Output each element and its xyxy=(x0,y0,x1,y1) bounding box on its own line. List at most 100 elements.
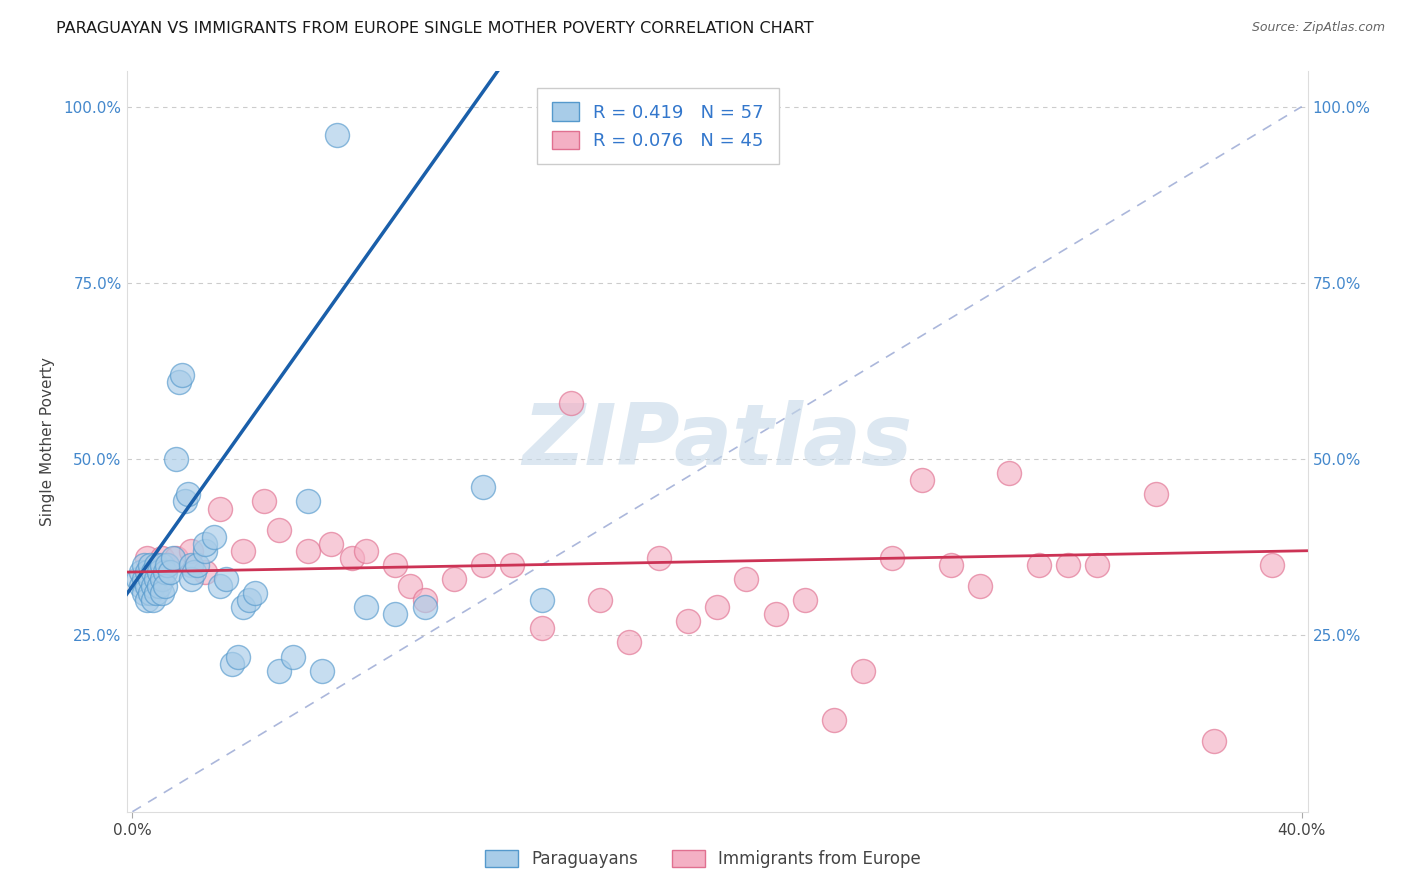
Point xyxy=(823,713,845,727)
Point xyxy=(501,558,523,572)
Point xyxy=(354,600,377,615)
Point xyxy=(793,593,815,607)
Point xyxy=(647,550,669,565)
Point xyxy=(589,593,612,607)
Point xyxy=(413,600,436,615)
Point xyxy=(321,537,343,551)
Text: Source: ZipAtlas.com: Source: ZipAtlas.com xyxy=(1251,21,1385,34)
Point xyxy=(472,558,495,572)
Point xyxy=(939,558,962,572)
Point xyxy=(706,600,728,615)
Point xyxy=(215,572,238,586)
Point xyxy=(183,565,205,579)
Point xyxy=(413,593,436,607)
Point xyxy=(911,473,934,487)
Point xyxy=(1202,734,1225,748)
Point xyxy=(150,550,173,565)
Point xyxy=(156,558,179,572)
Point xyxy=(297,544,319,558)
Point xyxy=(165,452,187,467)
Point xyxy=(209,579,232,593)
Point xyxy=(150,558,173,572)
Point xyxy=(443,572,465,586)
Point xyxy=(159,565,181,579)
Point xyxy=(852,664,875,678)
Point xyxy=(226,649,249,664)
Text: PARAGUAYAN VS IMMIGRANTS FROM EUROPE SINGLE MOTHER POVERTY CORRELATION CHART: PARAGUAYAN VS IMMIGRANTS FROM EUROPE SIN… xyxy=(56,21,814,36)
Point xyxy=(232,600,254,615)
Point xyxy=(142,565,165,579)
Point xyxy=(560,396,582,410)
Point xyxy=(180,558,202,572)
Point xyxy=(136,593,159,607)
Point xyxy=(145,558,167,572)
Point xyxy=(1144,487,1167,501)
Point xyxy=(530,621,553,635)
Point xyxy=(326,128,349,142)
Point xyxy=(243,586,266,600)
Point xyxy=(267,664,290,678)
Point xyxy=(156,558,179,572)
Point xyxy=(136,565,159,579)
Point xyxy=(311,664,333,678)
Point xyxy=(129,579,152,593)
Point xyxy=(283,649,305,664)
Point xyxy=(150,572,173,586)
Point xyxy=(221,657,243,671)
Point xyxy=(145,586,167,600)
Point xyxy=(172,368,194,382)
Point xyxy=(142,579,165,593)
Point xyxy=(297,494,319,508)
Point xyxy=(354,544,377,558)
Point xyxy=(142,593,165,607)
Point xyxy=(136,550,159,565)
Point xyxy=(238,593,260,607)
Point xyxy=(174,494,197,508)
Legend: Paraguayans, Immigrants from Europe: Paraguayans, Immigrants from Europe xyxy=(478,843,928,875)
Point xyxy=(186,558,208,572)
Point xyxy=(194,537,217,551)
Point xyxy=(399,579,422,593)
Point xyxy=(735,572,758,586)
Point xyxy=(127,572,149,586)
Point xyxy=(209,501,232,516)
Point xyxy=(194,544,217,558)
Point xyxy=(384,558,406,572)
Point xyxy=(132,572,155,586)
Point xyxy=(136,579,159,593)
Point xyxy=(530,593,553,607)
Point xyxy=(132,586,155,600)
Point xyxy=(676,615,699,629)
Point xyxy=(1057,558,1080,572)
Point xyxy=(1261,558,1284,572)
Point xyxy=(384,607,406,622)
Point xyxy=(253,494,276,508)
Point xyxy=(162,550,184,565)
Point xyxy=(340,550,363,565)
Point xyxy=(1028,558,1050,572)
Point xyxy=(180,544,202,558)
Point xyxy=(619,635,641,649)
Point xyxy=(882,550,904,565)
Point xyxy=(153,565,176,579)
Point xyxy=(177,487,200,501)
Point xyxy=(139,586,162,600)
Point xyxy=(267,523,290,537)
Point xyxy=(998,467,1021,481)
Point xyxy=(765,607,787,622)
Point xyxy=(153,579,176,593)
Point xyxy=(132,558,155,572)
Point xyxy=(129,565,152,579)
Point xyxy=(150,586,173,600)
Point xyxy=(194,565,217,579)
Point xyxy=(472,480,495,494)
Point xyxy=(969,579,991,593)
Point xyxy=(232,544,254,558)
Point xyxy=(180,572,202,586)
Y-axis label: Single Mother Poverty: Single Mother Poverty xyxy=(41,357,55,526)
Point xyxy=(139,558,162,572)
Point xyxy=(165,550,187,565)
Point xyxy=(167,375,190,389)
Legend: R = 0.419   N = 57, R = 0.076   N = 45: R = 0.419 N = 57, R = 0.076 N = 45 xyxy=(537,87,779,164)
Point xyxy=(142,565,165,579)
